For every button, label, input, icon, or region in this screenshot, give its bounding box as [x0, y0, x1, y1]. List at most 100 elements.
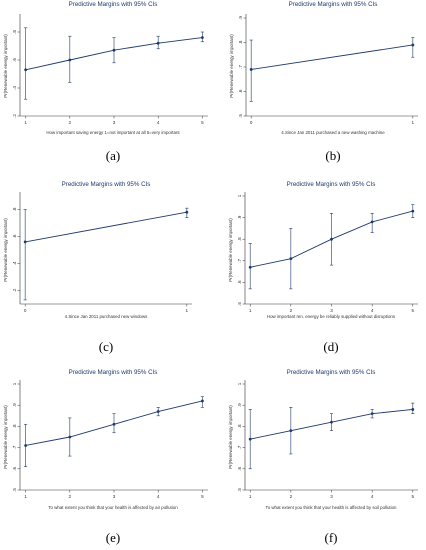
- chart-title: Predictive Margins with 95% CIs: [287, 181, 376, 188]
- y-tick-label: .6: [12, 234, 17, 238]
- y-axis-label: Pr(Renewable energy important): [229, 34, 234, 98]
- y-tick-label: .2: [12, 114, 17, 118]
- y-tick-label: .5: [238, 114, 243, 118]
- y-tick-label: .9: [237, 403, 242, 407]
- y-tick-label: .8: [12, 30, 17, 34]
- x-axis-label: To what extent you think that your healt…: [48, 505, 178, 510]
- y-tick-label: .8: [12, 207, 17, 211]
- data-point: [411, 408, 415, 411]
- chart-panel-3: Predictive Margins with 95% CIs .2 .4 .6 .8 0…: [3, 181, 192, 354]
- chart-panel-6: Predictive Margins with 95% CIs .5 .6 .7 .8.…: [228, 369, 418, 545]
- y-tick-label: .6: [12, 58, 17, 62]
- x-axis-label: To what extent you think that your healt…: [266, 505, 398, 510]
- data-point: [156, 41, 160, 45]
- x-tick-label: 2: [69, 120, 72, 125]
- chart-panel-2: Predictive Margins with 95% CIs .5 .6 .7 .8.…: [229, 1, 418, 163]
- chart-panel-5: Predictive Margins with 95% CIs .5 .6 .7 .8.…: [3, 369, 208, 545]
- x-tick-label: 5: [412, 308, 415, 313]
- y-tick-label: 1: [12, 382, 17, 385]
- x-tick-label: 3: [330, 308, 333, 313]
- data-point: [24, 68, 28, 72]
- x-tick-label: 3: [113, 494, 116, 499]
- y-tick-label: .2: [12, 288, 17, 292]
- chart-title: Predictive Margins with 95% CIs: [69, 1, 158, 8]
- y-tick-label: .6: [12, 466, 17, 470]
- data-point: [289, 257, 293, 261]
- y-tick-label: .7: [12, 445, 17, 449]
- y-tick-label: .4: [12, 261, 17, 265]
- y-tick-label: .9: [237, 215, 242, 219]
- y-axis-label: Pr(Renewable energy important): [228, 405, 233, 469]
- chart-title: Predictive Margins with 95% CIs: [287, 369, 376, 376]
- chart-title: Predictive Margins with 95% CIs: [289, 1, 378, 8]
- x-tick-label: 1: [24, 494, 27, 499]
- y-tick-label: .7: [237, 258, 242, 262]
- y-tick-label: 1: [237, 194, 242, 197]
- panel-caption: (b): [325, 148, 340, 163]
- panel-caption: (c): [99, 339, 113, 354]
- data-point: [112, 422, 116, 426]
- data-point: [330, 420, 333, 424]
- y-axis-label: Pr(Renewable energy important): [3, 34, 8, 98]
- y-tick-label: .8: [12, 424, 17, 428]
- y-tick-label: .6: [238, 89, 243, 93]
- data-point: [411, 209, 415, 213]
- chart-panel-1: Predictive Margins with 95% CIs .2 .4 .6 .8 1…: [3, 1, 208, 163]
- chart-title: Predictive Margins with 95% CIs: [69, 369, 158, 376]
- y-tick-label: .5: [237, 302, 242, 306]
- y-axis-label: Pr(Renewable energy important): [3, 218, 8, 282]
- chart-panel-4: Predictive Margins with 95% CIs .5 .6 .7 .8.…: [228, 181, 418, 354]
- y-tick-label: .7: [237, 445, 242, 449]
- x-tick-label: 5: [201, 120, 204, 125]
- x-tick-label: 2: [290, 494, 293, 499]
- x-axis-label: 4.Since Jan 2011 purchased a new washing…: [281, 130, 385, 135]
- chart-title: Predictive Margins with 95% CIs: [62, 181, 151, 188]
- x-tick-label: 4: [371, 308, 374, 313]
- data-point: [185, 210, 189, 214]
- panel-caption: (a): [106, 148, 120, 163]
- data-point: [330, 237, 333, 241]
- x-tick-label: 1: [249, 308, 252, 313]
- y-axis-label: Pr(Renewable energy important): [228, 218, 233, 282]
- data-point: [249, 68, 253, 71]
- y-tick-label: .9: [238, 16, 243, 20]
- x-tick-label: 5: [201, 494, 204, 499]
- panel-caption: (e): [106, 530, 120, 545]
- x-tick-label: 2: [290, 308, 293, 313]
- y-tick-label: .9: [12, 403, 17, 407]
- y-tick-label: .8: [238, 40, 243, 44]
- data-point: [370, 220, 374, 224]
- data-point: [68, 58, 72, 62]
- margin-line: [25, 211, 187, 243]
- data-point: [248, 437, 252, 441]
- margin-line: [251, 44, 413, 70]
- data-point: [24, 444, 28, 447]
- y-tick-label: 1: [237, 382, 242, 385]
- x-tick-label: 1: [249, 494, 252, 499]
- data-point: [200, 36, 204, 39]
- x-tick-label: 4: [157, 120, 160, 125]
- x-tick-label: 5: [412, 494, 415, 499]
- x-axis-label: How important ren. energy be reliably su…: [267, 314, 396, 319]
- y-tick-label: .8: [237, 237, 242, 241]
- y-tick-label: .5: [237, 488, 242, 492]
- data-point: [411, 43, 415, 47]
- y-tick-label: .4: [12, 86, 17, 90]
- x-tick-label: 1: [24, 120, 27, 125]
- x-axis-label: 4.Since Jan 2011 purchased new windows: [65, 314, 148, 319]
- x-tick-label: 4: [371, 494, 374, 499]
- x-tick-label: 0: [24, 308, 27, 313]
- data-point: [23, 240, 27, 244]
- x-tick-label: 1: [186, 308, 189, 313]
- x-tick-label: 2: [69, 494, 72, 499]
- y-tick-label: .8: [237, 424, 242, 428]
- y-tick-label: .7: [238, 65, 243, 69]
- x-tick-label: 1: [412, 120, 415, 125]
- x-tick-label: 4: [157, 494, 160, 499]
- data-point: [289, 429, 293, 433]
- x-tick-label: 3: [113, 120, 116, 125]
- x-tick-label: 3: [330, 494, 333, 499]
- data-point: [248, 265, 252, 269]
- y-tick-label: .5: [12, 488, 17, 492]
